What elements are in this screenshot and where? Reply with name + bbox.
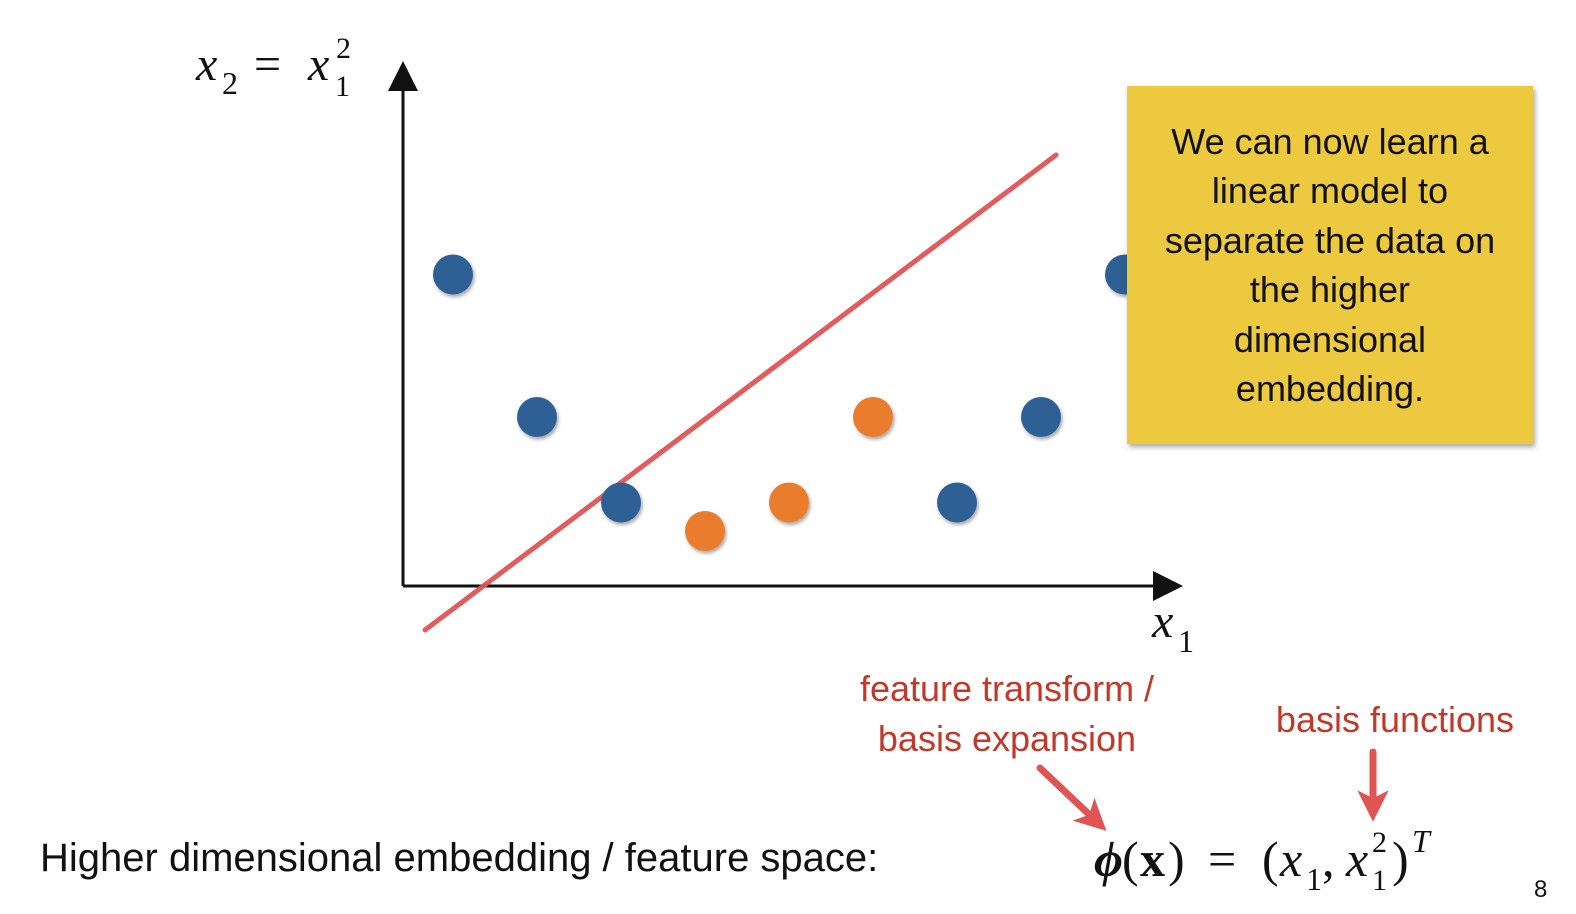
svg-text:): ): [1168, 831, 1185, 887]
callout-text: We can now learn a linear model to separ…: [1164, 120, 1496, 410]
svg-text:1: 1: [1178, 623, 1194, 659]
feature-transform-arrow: [1036, 764, 1107, 831]
svg-text:2: 2: [222, 65, 238, 101]
svg-text:2: 2: [1372, 826, 1387, 859]
data-point-class-A-2: [517, 397, 557, 437]
svg-text:ϕ: ϕ: [1094, 831, 1123, 887]
data-point-class-B-6: [853, 397, 893, 437]
feature-map-formula: ϕ ( x ) = ( x 1 , x 2 1 ) T: [1094, 823, 1432, 897]
x-axis-label: x 1: [1151, 595, 1194, 659]
data-point-class-B-4: [685, 511, 725, 551]
data-points: [433, 254, 1145, 551]
svg-text:x: x: [195, 38, 217, 91]
svg-text:1: 1: [1306, 861, 1322, 897]
page-number: 8: [1534, 876, 1548, 903]
svg-text:): ): [1392, 831, 1409, 887]
svg-text:=: =: [1208, 831, 1236, 887]
data-point-class-B-5: [769, 482, 809, 523]
basis-functions-note: basis functions: [1275, 699, 1515, 740]
data-point-class-A-7: [937, 482, 977, 523]
svg-text:x: x: [307, 38, 329, 91]
data-point-class-A-3: [601, 482, 641, 523]
svg-text:=: =: [254, 38, 281, 91]
y-axis-label: x 2 = x 2 1: [195, 32, 351, 103]
svg-text:2: 2: [336, 32, 351, 65]
explanation-callout: We can now learn a linear model to separ…: [1127, 86, 1533, 444]
decision-line: [422, 152, 1059, 633]
svg-text:(: (: [1122, 831, 1139, 887]
svg-text:1: 1: [335, 70, 350, 103]
svg-text:1: 1: [1372, 864, 1387, 897]
svg-text:x: x: [1140, 831, 1165, 887]
svg-text:x: x: [1151, 595, 1173, 648]
svg-text:(: (: [1262, 831, 1279, 887]
data-point-class-A-1: [433, 254, 473, 295]
feature-transform-note: feature transform / basis expansion: [859, 668, 1155, 759]
svg-text:T: T: [1412, 823, 1432, 859]
data-point-class-A-8: [1021, 397, 1061, 437]
svg-text:x: x: [1345, 831, 1368, 887]
svg-text:x: x: [1279, 831, 1302, 887]
feature-space-label: Higher dimensional embedding / feature s…: [40, 836, 879, 880]
svg-text:,: ,: [1322, 831, 1335, 887]
